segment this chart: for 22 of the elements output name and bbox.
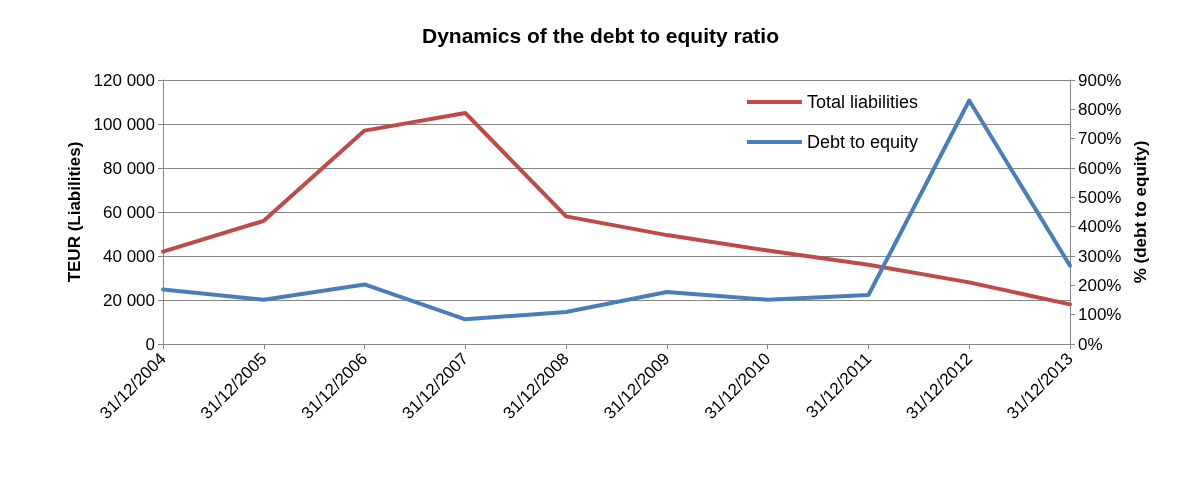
y-tick-label: 0 [145,334,155,354]
y2-tick-label: 800% [1078,99,1122,119]
y2-tick-label: 100% [1078,305,1122,325]
y2-tick-label: 0% [1078,334,1103,354]
y2-tick-label: 500% [1078,187,1122,207]
y2-tick-label: 200% [1078,275,1122,295]
y2-tick-label: 400% [1078,217,1122,237]
y-tick-label: 80 000 [103,158,155,178]
legend-label: Debt to equity [806,132,919,152]
chart-title: Dynamics of the debt to equity ratio [421,24,780,47]
y-tick-label: 100 000 [93,114,155,134]
y2-axis-title: % (debt to equity) [1131,140,1151,284]
y-tick-label: 120 000 [93,70,155,90]
y-tick-label: 20 000 [103,290,155,310]
y-tick-label: 60 000 [103,202,155,222]
y-tick-label: 40 000 [103,246,155,266]
y2-tick-label: 300% [1078,246,1122,266]
y-axis-title: TEUR (Liabilities) [64,141,84,283]
legend-label: Total liabilities [806,92,918,112]
y2-tick-label: 600% [1078,158,1122,178]
y2-tick-label: 900% [1078,70,1122,90]
y2-tick-label: 700% [1078,129,1122,149]
